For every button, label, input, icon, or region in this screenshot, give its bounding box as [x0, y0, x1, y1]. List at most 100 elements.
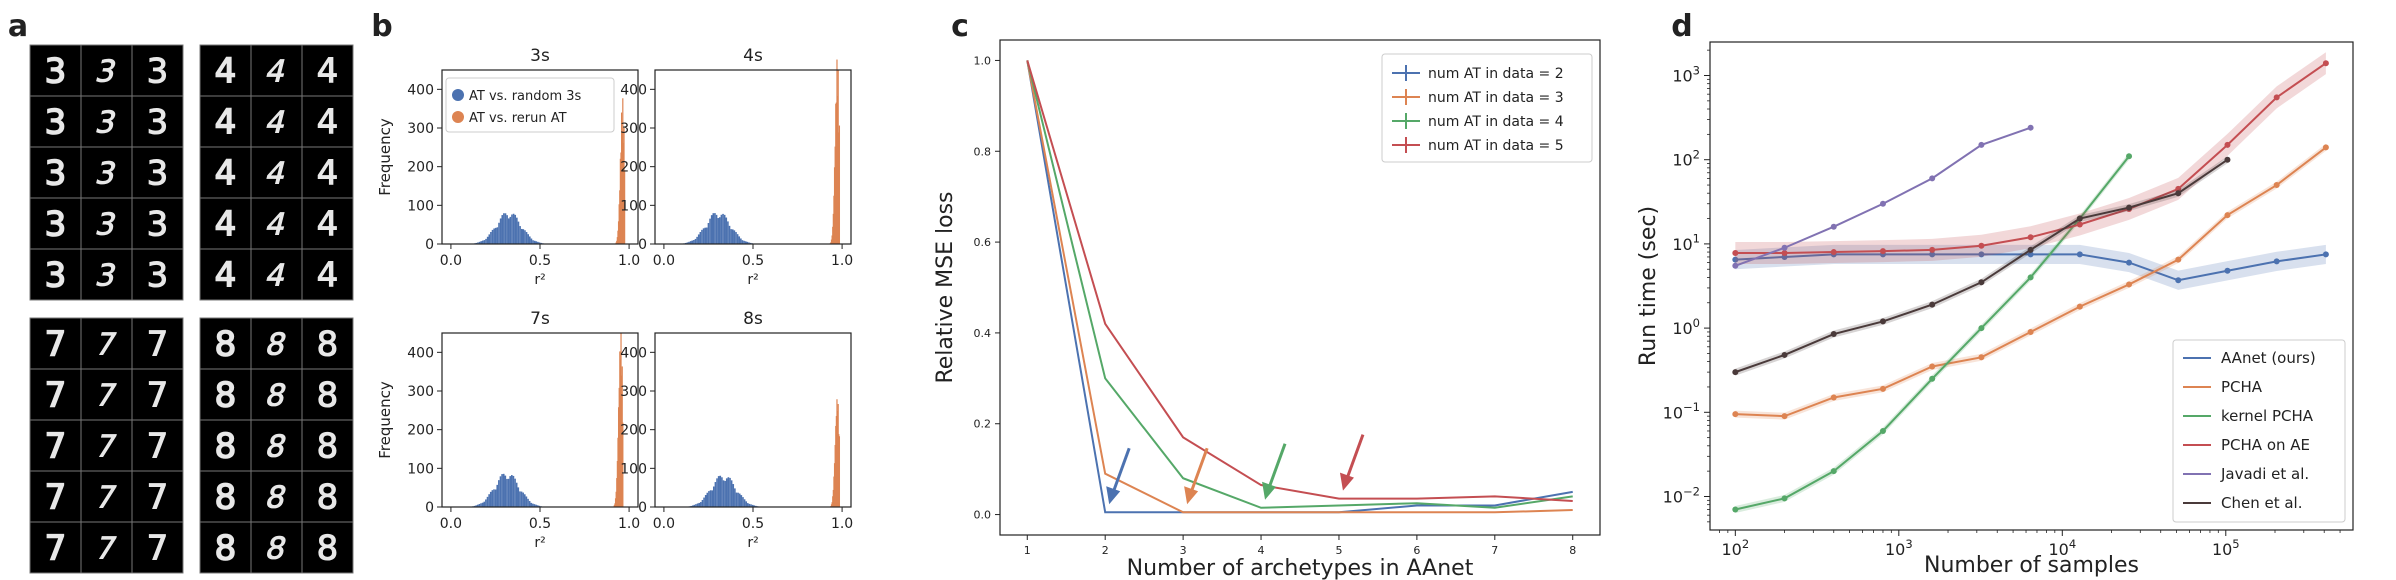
- hist-bar-blue: [528, 236, 531, 244]
- hist-bar-blue: [475, 505, 477, 507]
- y-tick-label: 0.4: [974, 327, 992, 340]
- hist-bar-blue: [535, 504, 537, 507]
- hist-bar-blue: [732, 484, 735, 507]
- digit-glyph: 8: [215, 529, 237, 569]
- digit-tile: [131, 197, 184, 250]
- data-point: [2076, 251, 2083, 258]
- hist-subplot-3s: [437, 69, 639, 249]
- data-point: [2322, 251, 2329, 258]
- digit-grid-7: 7 7 77 7 77 7 77 7 77 7 7: [29, 317, 184, 574]
- hist-bar-orange: [833, 195, 835, 244]
- y-tick-label: 400: [620, 345, 647, 361]
- hist-bar-blue: [491, 490, 494, 507]
- data-point: [1732, 411, 1739, 418]
- annotation-arrowhead: [1262, 481, 1277, 500]
- data-point: [1830, 223, 1837, 230]
- data-point: [2126, 259, 2133, 266]
- hist-bar-blue: [530, 238, 533, 244]
- x-axis-label: Number of samples: [1924, 553, 2139, 578]
- panel-d-chart: [1704, 41, 2354, 536]
- hist-bar-orange: [618, 387, 620, 507]
- digit-glyph: 3: [147, 256, 169, 296]
- legend: AAnet (ours) PCHA kernel PCHA PCHA on AE Jav…: [2172, 339, 2346, 523]
- digit-glyph: 4: [317, 103, 339, 143]
- hist-bar-blue: [494, 227, 497, 244]
- x-tick-label: 8: [1569, 544, 1576, 557]
- digit-tile: [29, 248, 82, 301]
- hist-bar-blue: [494, 489, 497, 507]
- hist-bar-blue: [717, 218, 719, 244]
- x-tick-label: 2: [1102, 544, 1109, 557]
- digit-tile: [250, 248, 303, 301]
- x-tick-label: 104: [2048, 537, 2076, 559]
- data-point: [2076, 221, 2083, 228]
- digit-glyph: 8: [317, 325, 339, 365]
- hist-bar-blue: [536, 505, 539, 507]
- digit-tile: [250, 368, 303, 421]
- data-point: [2126, 281, 2133, 288]
- digit-glyph: 3: [45, 205, 67, 245]
- y-tick-label: 103: [1672, 63, 1700, 85]
- hist-bar-orange: [834, 146, 836, 244]
- y-tick-label: 0: [638, 237, 647, 253]
- digit-tile: [80, 317, 133, 370]
- confidence-band: [1735, 52, 2326, 264]
- hist-bar-blue: [716, 478, 718, 507]
- series-line: [1026, 60, 1573, 509]
- data-point: [2175, 190, 2182, 197]
- hist-bar-blue: [753, 505, 756, 507]
- hist-bar-orange: [621, 366, 623, 507]
- confidence-band: [1735, 156, 2228, 376]
- data-point: [1978, 251, 1985, 258]
- data-point: [2027, 124, 2034, 131]
- digit-glyph: 4: [317, 256, 339, 296]
- digit-tile: [29, 197, 82, 250]
- hist-frame: [654, 69, 852, 245]
- hist-bar-blue: [514, 478, 516, 507]
- digit-tile: [250, 521, 303, 574]
- hist-bar-blue: [701, 499, 704, 507]
- legend-box: [1381, 53, 1593, 163]
- digit-glyph: 7: [45, 325, 67, 365]
- hist-bar-blue: [520, 491, 523, 507]
- hist-bar-blue: [717, 476, 720, 507]
- hist-bar-blue: [501, 474, 503, 507]
- hist-bar-orange: [830, 239, 833, 244]
- hist-bar-blue: [709, 218, 711, 244]
- hist-bar-blue: [691, 505, 694, 507]
- hist-bar-blue: [486, 496, 489, 507]
- digit-tile: [301, 470, 354, 523]
- hist-bar-blue: [747, 503, 749, 507]
- data-point: [2076, 215, 2083, 222]
- data-point: [1929, 175, 1936, 182]
- hist-bar-blue: [728, 225, 731, 244]
- digit-tile: [131, 470, 184, 523]
- hist-bar-orange: [614, 498, 617, 507]
- hist-bar-blue: [490, 231, 492, 244]
- digit-glyph: 4: [317, 52, 339, 92]
- data-point: [1879, 318, 1886, 325]
- hist-bar-blue: [520, 228, 523, 244]
- digit-glyph: 7: [92, 430, 120, 464]
- digit-tile: [199, 521, 252, 574]
- hist-bar-orange: [624, 171, 626, 244]
- digit-tile: [250, 317, 303, 370]
- digit-tile: [80, 419, 133, 472]
- hist-bar-blue: [511, 214, 513, 244]
- hist-bar-blue: [532, 503, 534, 507]
- digit-tile: [80, 44, 133, 97]
- digit-glyph: 3: [45, 154, 67, 194]
- data-point: [1732, 256, 1739, 263]
- y-tick-label: 100: [620, 198, 647, 214]
- hist-bar-blue: [711, 490, 713, 507]
- data-point: [2224, 156, 2231, 163]
- data-point: [1929, 301, 1936, 308]
- hist-bar-orange: [619, 190, 621, 244]
- data-point: [2027, 251, 2034, 258]
- hist-bar-orange: [615, 491, 617, 507]
- hist-title: 4s: [743, 46, 763, 66]
- hist-bar-blue: [699, 231, 702, 244]
- x-tick-label: 105: [2212, 537, 2240, 559]
- hist-bar-blue: [519, 226, 521, 244]
